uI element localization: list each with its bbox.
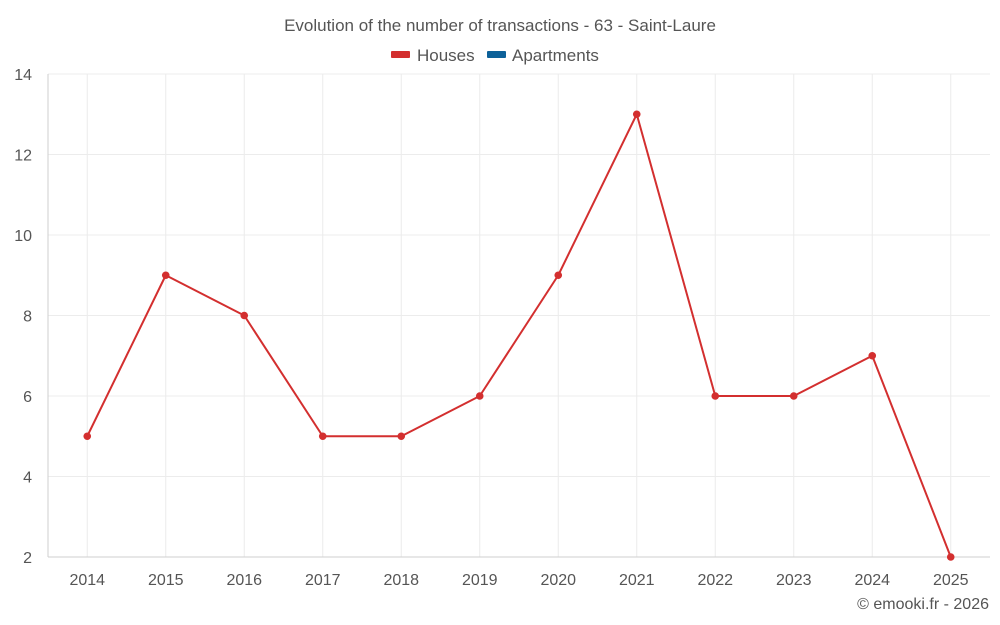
x-tick-label: 2021 [619,572,655,589]
data-point[interactable] [475,392,484,400]
series-houses [83,110,955,561]
x-tick-label: 2019 [462,572,498,589]
x-tick-label: 2020 [540,572,576,589]
y-tick-label: 10 [14,228,32,245]
legend[interactable]: Houses Apartments [391,46,599,65]
y-tick-label: 8 [23,309,32,326]
data-point[interactable] [711,392,720,400]
data-point[interactable] [83,432,92,441]
y-tick-label: 12 [14,148,32,165]
x-axis-ticks: 2014 2015 2016 2017 2018 2019 2020 2021 2022 2023… [69,572,968,589]
x-tick-label: 2014 [69,572,105,589]
data-point[interactable] [397,432,406,441]
x-tick-label: 2015 [148,572,184,589]
axes [47,74,990,558]
legend-swatch-houses [391,51,410,58]
x-tick-label: 2016 [226,572,262,589]
gridlines [48,73,990,557]
credit-text: © emooki.fr - 2026 [857,596,989,613]
x-tick-label: 2024 [854,572,890,589]
legend-item-apartments[interactable]: Apartments [487,46,599,65]
y-tick-label: 14 [14,67,32,84]
data-point[interactable] [240,311,249,320]
chart-title: Evolution of the number of transactions … [284,16,716,35]
y-tick-label: 4 [23,470,32,487]
data-point[interactable] [632,110,641,119]
data-point[interactable] [554,271,563,280]
data-point[interactable] [161,271,170,280]
data-point[interactable] [318,432,327,441]
x-tick-label: 2023 [776,572,812,589]
legend-swatch-apartments [487,51,506,58]
series-line-houses [86,113,952,558]
y-axis-ticks: 2 4 6 8 10 12 14 [14,67,32,567]
data-point[interactable] [789,392,798,400]
legend-label-houses: Houses [417,46,475,65]
x-tick-label: 2017 [305,572,341,589]
data-point[interactable] [946,553,955,561]
legend-item-houses[interactable]: Houses [391,46,475,65]
x-tick-label: 2025 [933,572,969,589]
legend-label-apartments: Apartments [512,46,599,65]
data-point[interactable] [868,351,877,360]
y-tick-label: 2 [23,550,32,567]
x-tick-label: 2018 [383,572,419,589]
x-tick-label: 2022 [697,572,733,589]
y-tick-label: 6 [23,389,32,406]
